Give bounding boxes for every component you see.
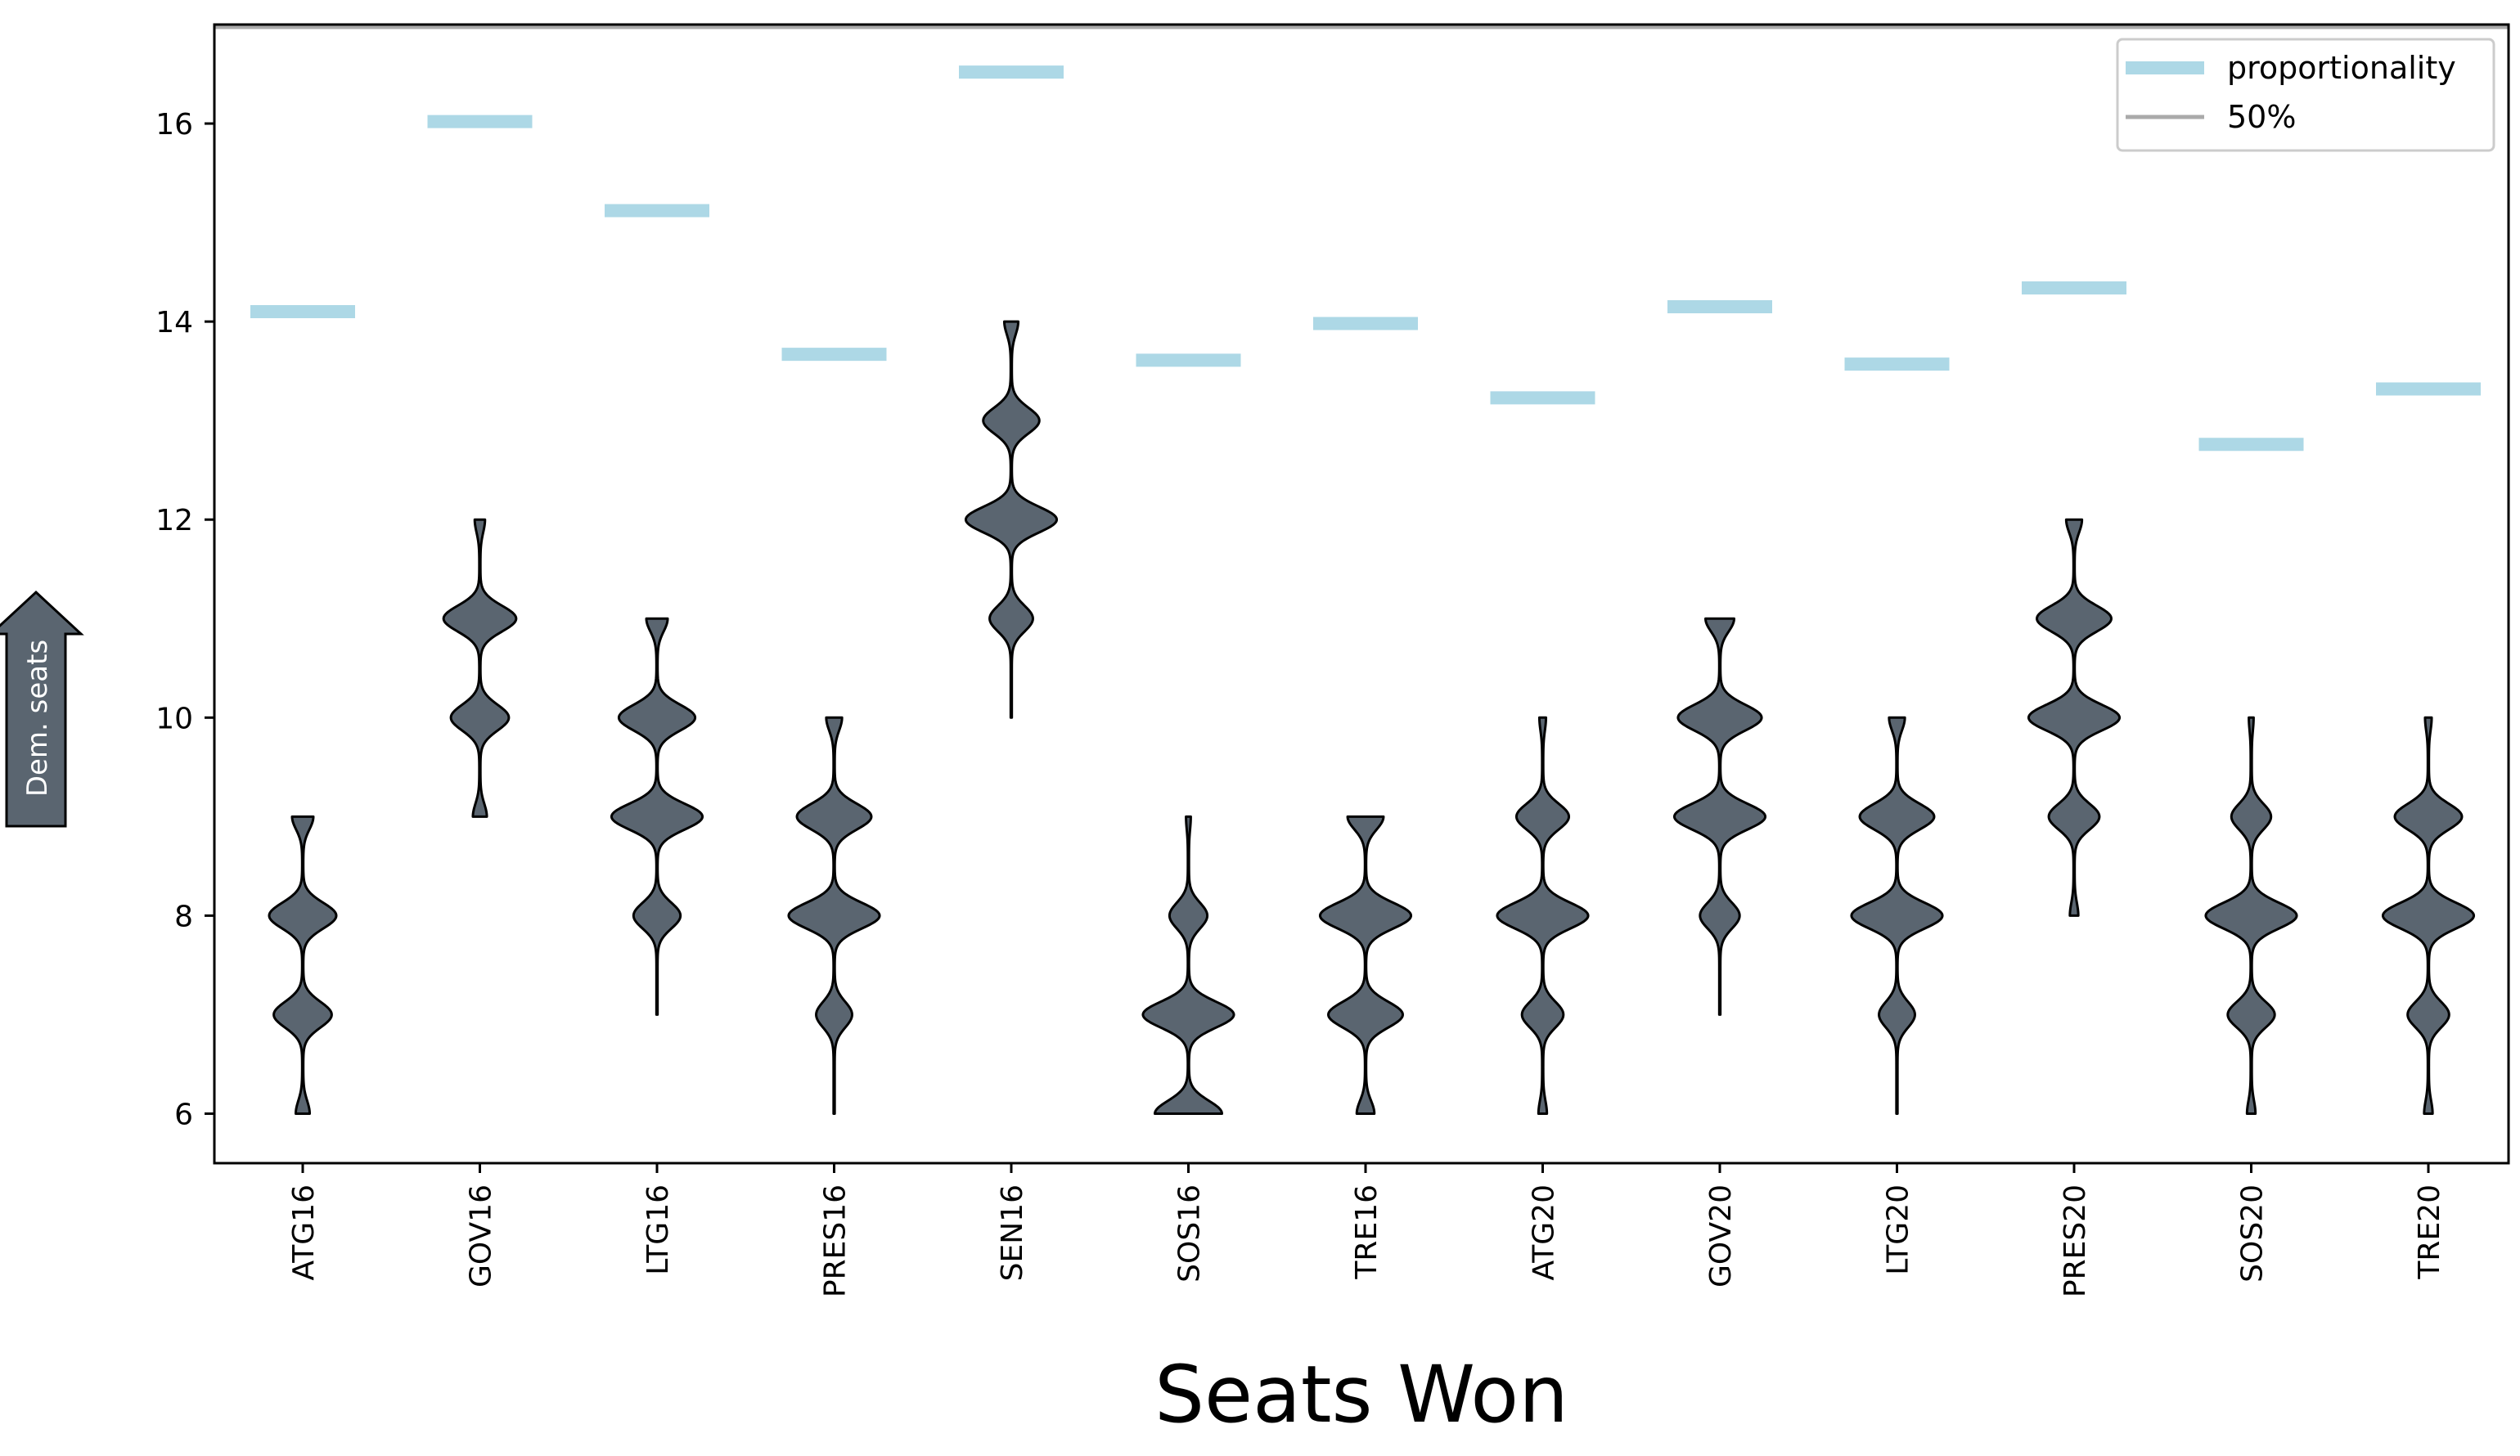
x-tick-label: ATG20 xyxy=(1528,1184,1561,1281)
violin xyxy=(2027,518,2122,917)
violin xyxy=(2204,716,2298,1115)
x-tick-label: SEN16 xyxy=(996,1184,1029,1281)
violin xyxy=(1672,617,1767,1016)
violin xyxy=(442,518,518,818)
indicator-label: Dem. seats xyxy=(21,640,54,797)
legend-fifty-label: 50% xyxy=(2227,99,2296,135)
x-tick-label: GOV16 xyxy=(465,1184,498,1287)
x-tick-label: PRES20 xyxy=(2059,1184,2092,1297)
violin xyxy=(268,815,338,1115)
legend-proportionality-label: proportionality xyxy=(2227,50,2456,86)
y-tick-label: 12 xyxy=(155,504,193,537)
x-tick-label: GOV20 xyxy=(1704,1184,1738,1287)
y-tick-label: 6 xyxy=(174,1098,193,1131)
violin xyxy=(1850,716,1944,1115)
y-tick-label: 8 xyxy=(174,900,193,933)
y-axis: 6 8 10 12 14 16 xyxy=(155,108,214,1131)
x-axis-title: Seats Won xyxy=(1154,1349,1568,1440)
y-tick-label: 14 xyxy=(155,306,193,339)
violin xyxy=(1318,815,1413,1115)
indicator-arrow-shape xyxy=(0,590,84,828)
y-indicator-arrow: Dem. seats xyxy=(0,590,84,828)
x-tick-label: TRE20 xyxy=(2413,1184,2446,1280)
y-tick-label: 16 xyxy=(155,108,193,142)
legend-box xyxy=(2116,38,2495,152)
x-tick-label: LTG20 xyxy=(1882,1184,1915,1275)
violin xyxy=(610,617,704,1016)
x-tick-label: ATG16 xyxy=(287,1184,321,1281)
x-tick-label: SOS16 xyxy=(1173,1184,1207,1283)
violin xyxy=(787,716,881,1115)
violin xyxy=(1141,815,1235,1115)
y-tick-label: 10 xyxy=(155,702,193,735)
x-tick-label: TRE16 xyxy=(1350,1184,1384,1280)
violin-layer xyxy=(268,320,2476,1115)
x-tick-label: SOS20 xyxy=(2236,1184,2270,1283)
plot-frame xyxy=(213,23,2510,1165)
violin xyxy=(964,320,1059,719)
x-tick-label: LTG16 xyxy=(641,1184,675,1275)
x-tick-label: PRES16 xyxy=(819,1184,853,1297)
proportionality-layer xyxy=(214,25,2509,452)
violin xyxy=(1496,716,1590,1115)
legend: proportionality 50% xyxy=(2116,38,2495,152)
x-axis: ATG16 GOV16 LTG16 PRES16 SEN16 SOS16 TRE16 ATG2… xyxy=(287,1163,2446,1297)
violin xyxy=(2381,716,2476,1115)
